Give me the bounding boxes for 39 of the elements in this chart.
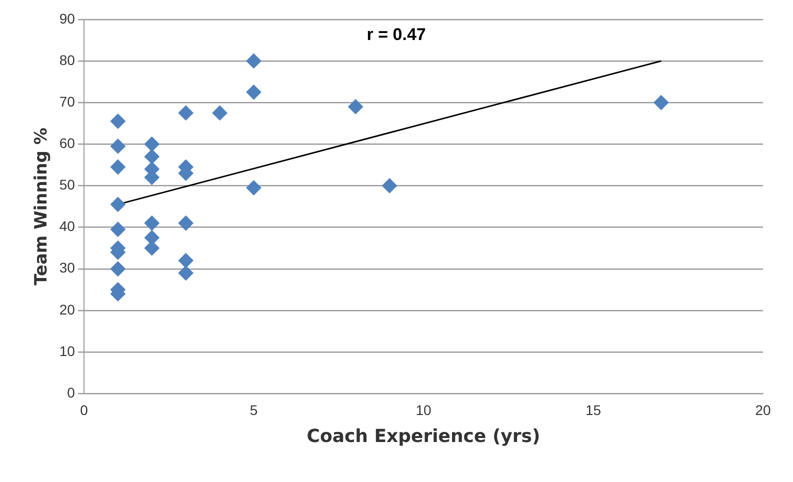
- point: [110, 160, 126, 174]
- point: [178, 216, 194, 231]
- y-tick-label: 70: [59, 93, 76, 110]
- point: [382, 178, 398, 194]
- point: [110, 261, 126, 276]
- x-tick-label: 20: [755, 402, 771, 418]
- y-axis-title: Team Winning %: [32, 128, 52, 286]
- point: [110, 196, 126, 212]
- y-tick-label: 20: [59, 301, 76, 318]
- annotation: r = 0.47: [366, 25, 426, 44]
- point: [110, 114, 126, 129]
- point: [178, 253, 194, 268]
- point: [110, 222, 126, 237]
- y-tick-label: 90: [59, 10, 76, 26]
- point: [178, 266, 194, 281]
- point: [110, 138, 126, 154]
- point: [246, 180, 262, 196]
- y-tick-label: 40: [59, 218, 76, 234]
- point: [348, 99, 364, 114]
- y-tick-label: 0: [67, 384, 76, 400]
- y-tick-label: 80: [59, 52, 76, 68]
- x-tick-label: 10: [416, 402, 432, 418]
- y-tick-label: 10: [59, 342, 76, 359]
- y-tick-label: 30: [59, 260, 76, 276]
- x-tick-label: 0: [80, 402, 88, 418]
- point: [246, 84, 262, 100]
- point: [178, 105, 194, 120]
- x-tick-label: 5: [250, 402, 258, 418]
- y-tick-label: 50: [59, 176, 76, 193]
- point: [144, 240, 160, 256]
- point: [212, 105, 228, 120]
- x-axis-title: Coach Experience (yrs): [306, 426, 540, 447]
- point: [144, 136, 160, 152]
- y-tick-label: 60: [59, 134, 76, 151]
- point: [654, 95, 669, 110]
- point: [144, 216, 160, 231]
- x-tick-label: 15: [585, 402, 602, 418]
- point: [144, 149, 160, 164]
- point: [246, 53, 262, 68]
